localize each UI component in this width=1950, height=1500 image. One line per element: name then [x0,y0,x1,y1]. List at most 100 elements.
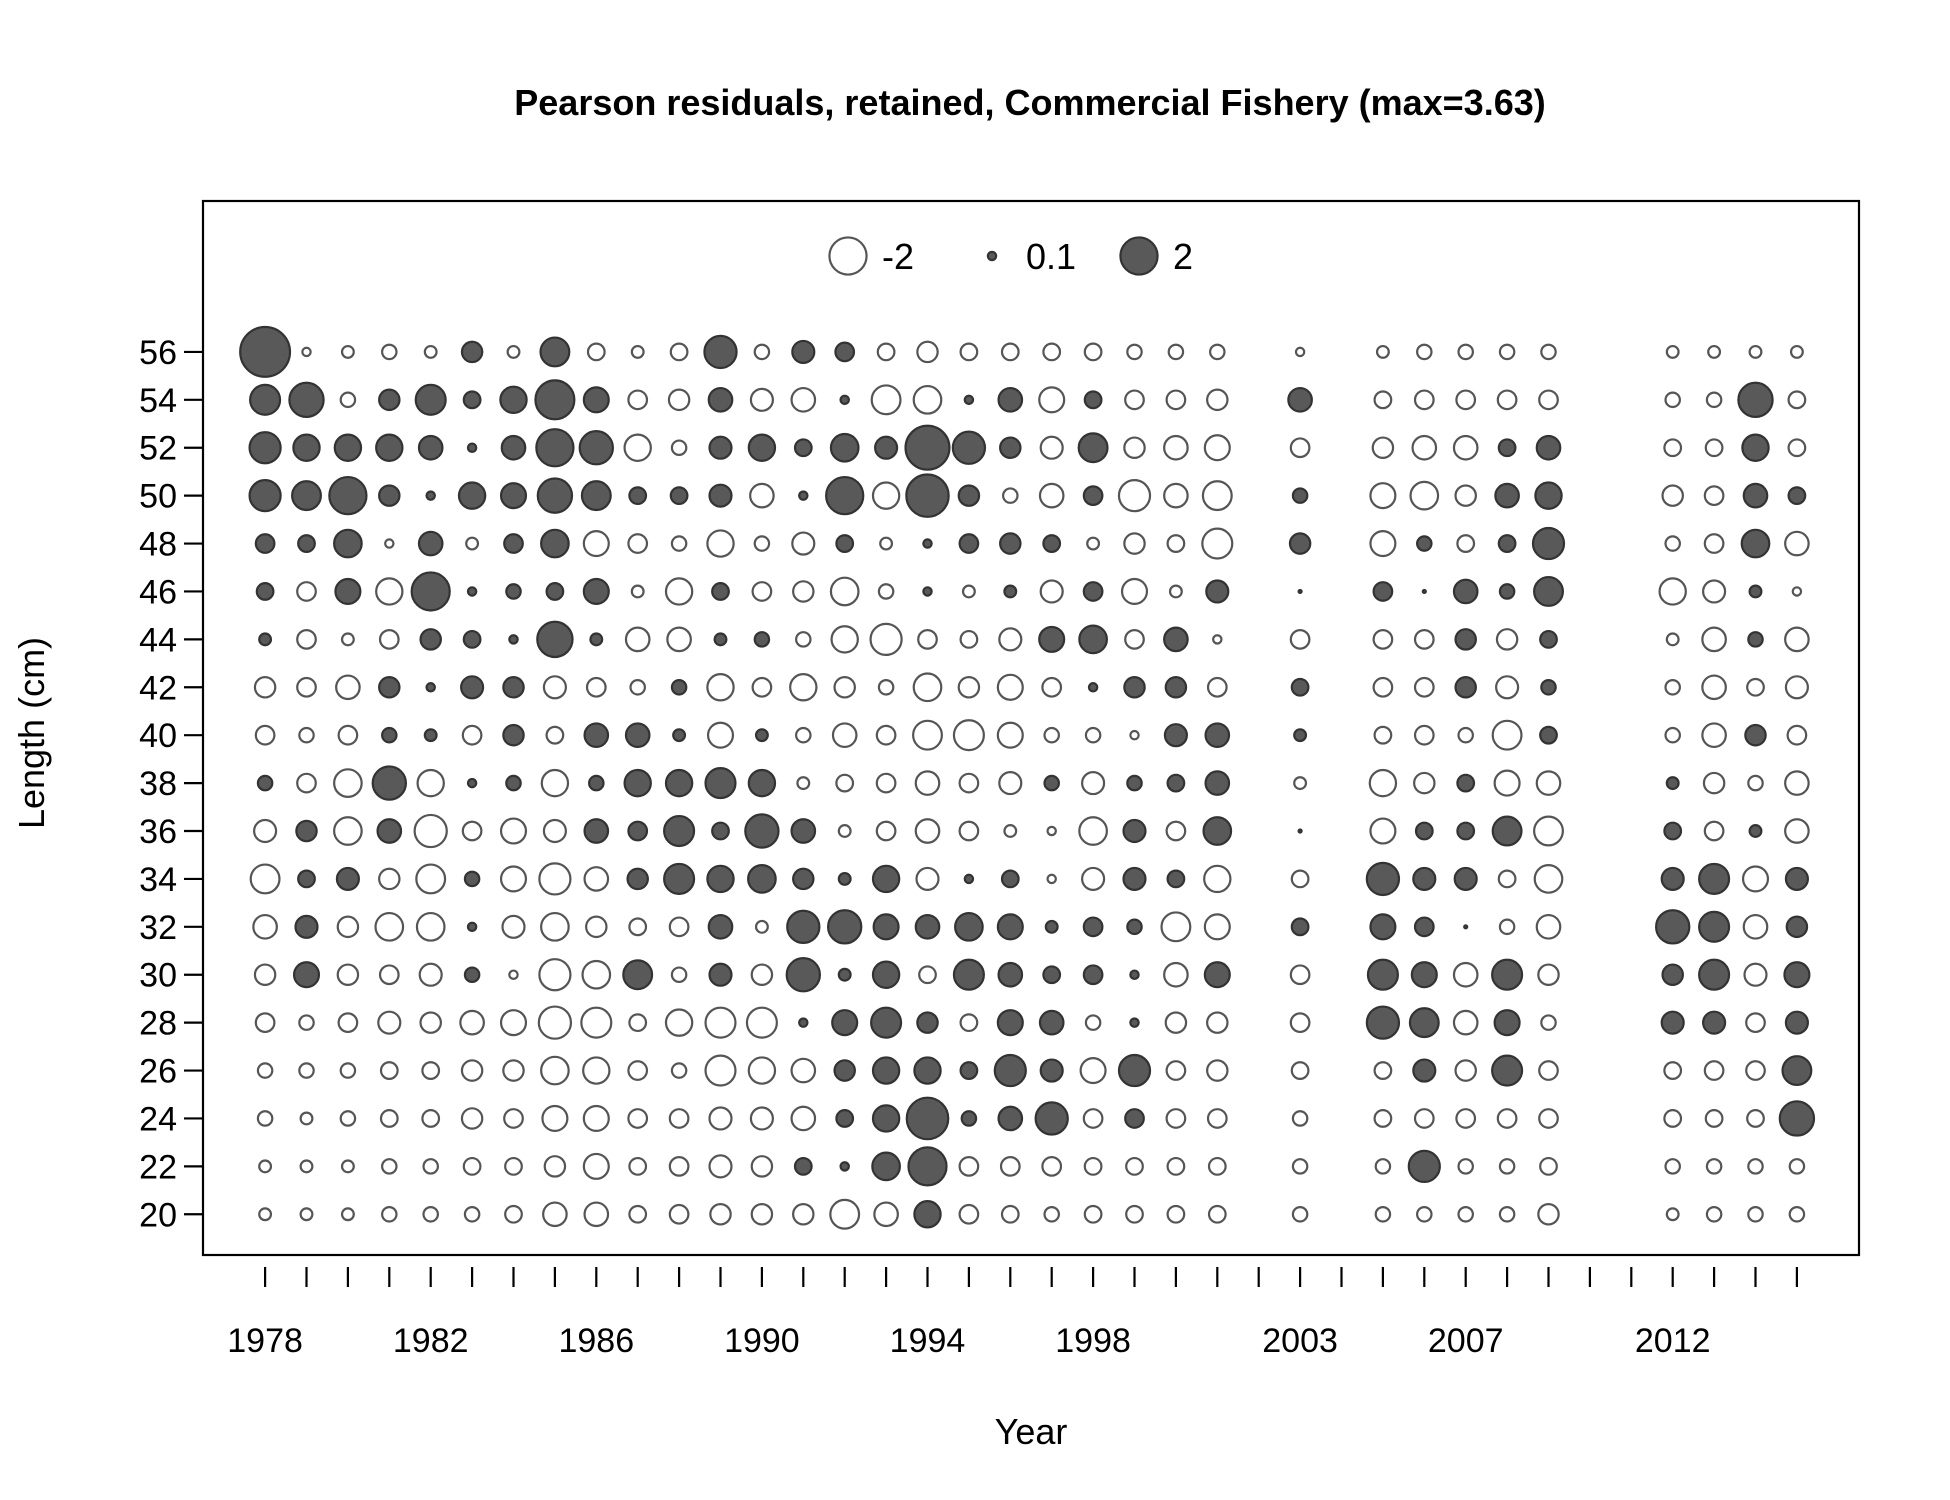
residual-bubble [1664,726,1681,744]
y-tick-label: 54 [139,382,177,420]
residual-bubble [708,1106,733,1131]
residual-bubble [328,475,368,516]
residual-bubble [1456,534,1476,553]
residual-bubble [1412,866,1437,891]
residual-bubble [708,1154,733,1179]
residual-bubble [1079,1057,1107,1085]
residual-bubble [1044,919,1059,934]
residual-bubble [253,676,277,699]
residual-bubble [538,958,572,992]
residual-bubble [543,1155,567,1178]
residual-bubble [1457,726,1474,744]
residual-bubble [499,1009,528,1037]
residual-bubble [1165,389,1187,411]
residual-bubble [333,768,363,798]
residual-bubble [666,626,692,653]
residual-bubble [1655,909,1691,945]
residual-bubble [1123,532,1146,555]
residual-bubble [296,772,317,794]
residual-bubble [871,1151,901,1182]
residual-bubble [340,1207,355,1222]
residual-bubble [1705,1205,1723,1223]
residual-bubble [1747,631,1764,648]
residual-bubble [1209,343,1226,361]
y-tick-label: 48 [139,526,177,564]
residual-bubble [1039,435,1064,460]
residual-bubble [1665,632,1680,647]
residual-bubble [1373,1109,1393,1128]
residual-bubble [340,344,355,359]
residual-bubble [751,581,773,602]
residual-bubble [1003,584,1018,599]
residual-bubble [1369,817,1397,845]
residual-bubble [1784,626,1810,653]
residual-bubble [298,1014,315,1031]
residual-bubble [1163,961,1189,988]
residual-bubble [333,528,363,559]
residual-bubble [1497,869,1517,889]
residual-bubble [419,1011,442,1034]
residual-bubble [425,682,436,693]
residual-bubble [1206,676,1228,698]
residual-bubble [422,1158,439,1175]
residual-bubble [1539,1156,1558,1176]
residual-bubble [1705,391,1723,409]
residual-bubble [588,774,605,792]
residual-bubble [877,583,895,600]
residual-bubble [959,342,979,362]
residual-bubble [1742,913,1769,940]
residual-bubble [922,538,933,549]
residual-bubble [1124,389,1145,411]
residual-bubble [1126,774,1143,792]
residual-bubble [1212,634,1223,645]
residual-bubble [378,388,401,412]
residual-bubble [627,1060,649,1081]
residual-bubble [1289,964,1311,986]
residual-bubble [1124,1108,1145,1129]
residual-bubble [1498,343,1516,361]
residual-bubble [958,1155,980,1177]
residual-bubble [416,768,445,798]
residual-bubble [1702,771,1726,795]
residual-bubble [381,1205,398,1223]
residual-bubble [873,1201,899,1228]
residual-bubble [1783,961,1811,989]
residual-bubble [1413,628,1435,650]
residual-bubble [1747,774,1764,792]
residual-bubble [785,957,821,993]
residual-bubble [1491,1054,1524,1087]
residual-bubble [535,428,575,468]
residual-bubble [1456,773,1476,793]
residual-bubble [668,1108,690,1129]
residual-bubble [1743,962,1768,987]
residual-bubble [1455,389,1477,411]
residual-bubble [1663,821,1683,841]
residual-bubble [1533,575,1564,607]
residual-bubble [879,536,894,551]
residual-bubble [711,821,730,841]
residual-bubble [1160,911,1192,943]
residual-bubble [415,911,446,942]
residual-bubble [907,1146,948,1187]
residual-bubble [996,913,1024,941]
residual-bubble [1493,1009,1521,1037]
residual-bubble [916,340,939,364]
residual-bubble [542,675,567,700]
residual-bubble [754,728,769,743]
residual-bubble [963,873,975,885]
bubble-layer [239,325,1816,1230]
residual-bubble [1365,861,1401,897]
residual-bubble [1291,1158,1309,1175]
residual-bubble [790,386,817,413]
residual-bubble [622,959,654,991]
residual-bubble [461,820,483,842]
residual-bubble [1122,818,1147,844]
residual-bubble [627,1108,649,1129]
residual-bubble [704,1054,737,1087]
residual-bubble [423,728,438,743]
residual-bubble [1787,438,1807,458]
residual-bubble [914,913,941,940]
residual-bubble [537,1005,573,1040]
residual-bubble [706,721,735,749]
residual-bubble [1533,815,1564,847]
